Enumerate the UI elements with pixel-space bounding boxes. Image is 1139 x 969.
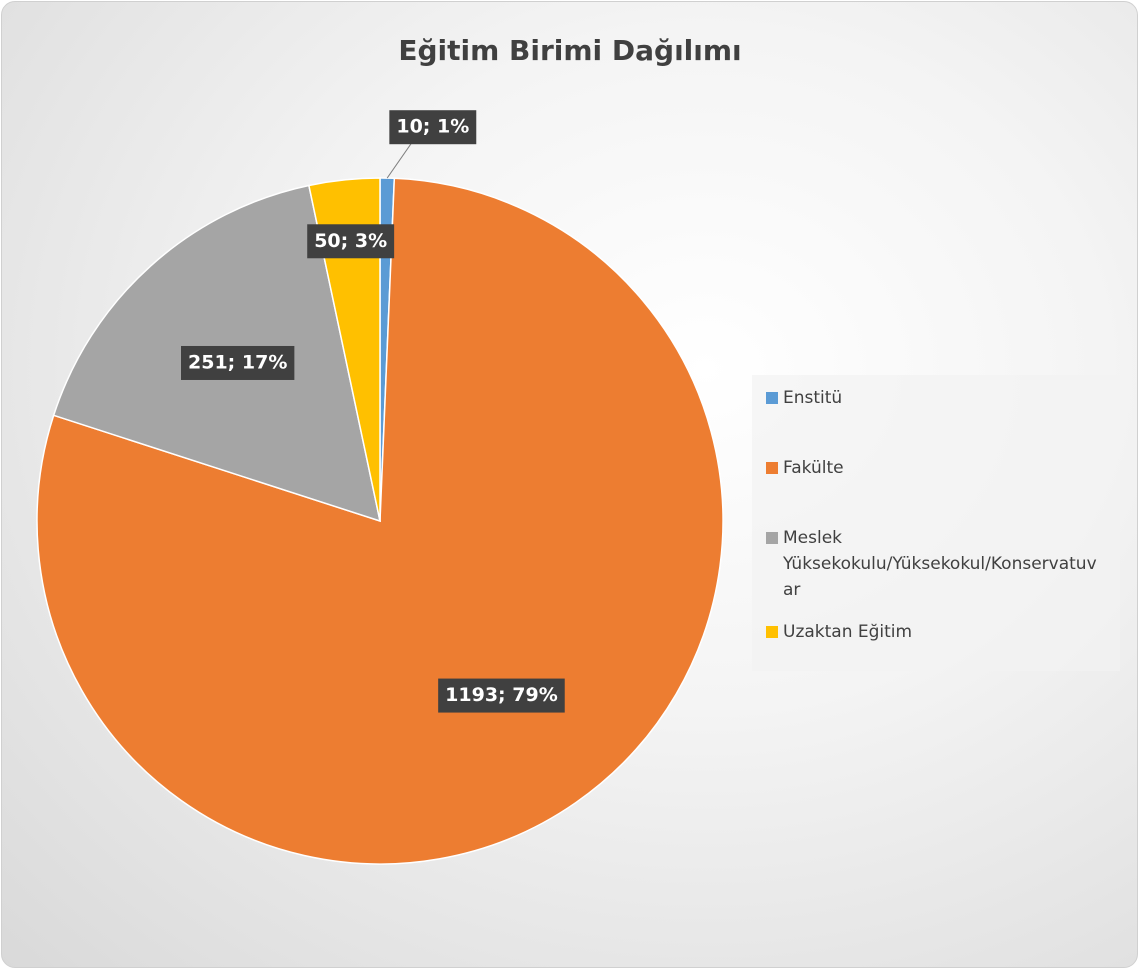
legend-item: Meslek Yüksekokulu/Yüksekokul/Konservatu… xyxy=(766,525,1106,603)
legend-label: Meslek Yüksekokulu/Yüksekokul/Konservatu… xyxy=(783,528,1097,600)
legend-swatch xyxy=(766,532,778,544)
leader-line xyxy=(386,140,414,179)
legend-label: Fakülte xyxy=(783,458,844,478)
legend: Enstitü Fakülte Meslek Yüksekokulu/Yükseko… xyxy=(752,375,1120,671)
legend-label: Enstitü xyxy=(783,388,843,408)
legend-label: Uzaktan Eğitim xyxy=(783,622,913,642)
legend-item: Enstitü xyxy=(766,385,1106,411)
legend-swatch xyxy=(766,626,778,638)
data-label: 1193; 79% xyxy=(445,684,558,706)
pie-slice xyxy=(307,177,381,522)
data-label-box xyxy=(181,345,295,380)
legend-swatch xyxy=(766,392,778,404)
data-label-box xyxy=(438,678,565,713)
data-label-box xyxy=(307,224,395,259)
legend-swatch xyxy=(766,462,778,474)
data-label: 10; 1% xyxy=(396,116,469,138)
legend-item: Uzaktan Eğitim xyxy=(766,619,1106,645)
chart-title: Eğitim Birimi Dağılımı xyxy=(398,34,741,67)
legend-item: Fakülte xyxy=(766,455,1106,481)
data-label: 251; 17% xyxy=(188,351,287,373)
data-label: 50; 3% xyxy=(314,230,387,252)
data-label-box xyxy=(389,110,477,145)
